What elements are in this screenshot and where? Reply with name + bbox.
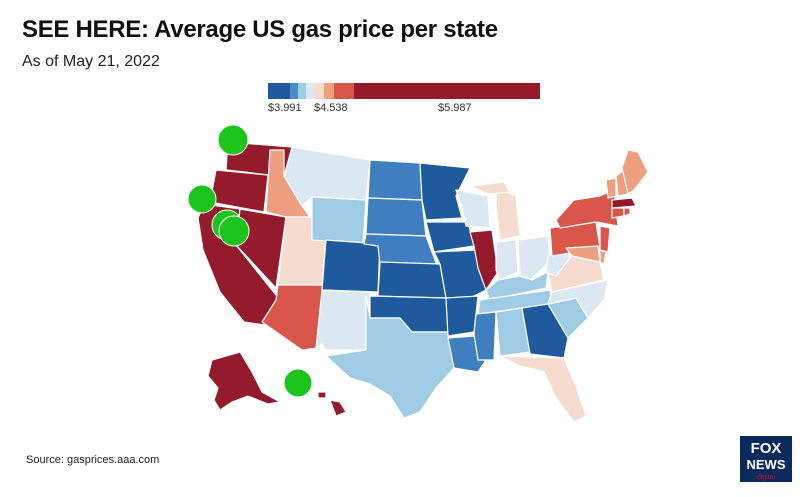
state-connecticut (611, 207, 625, 219)
state-florida (499, 355, 587, 423)
source-note: Source: gasprices.aaa.com (26, 454, 160, 466)
state-michigan-upper (469, 181, 511, 195)
state-hawaii (329, 399, 347, 417)
state-montana (283, 146, 371, 207)
state-vermont (605, 177, 617, 199)
state-michigan (495, 187, 521, 241)
state-north-carolina (547, 279, 609, 319)
state-georgia (521, 303, 569, 359)
state-arkansas (445, 295, 479, 337)
state-kansas (377, 261, 447, 299)
state-mississippi (473, 311, 497, 361)
marker-circle (187, 184, 217, 214)
marker-circle (283, 368, 313, 398)
state-alaska (207, 351, 281, 411)
legend-swatch (290, 83, 298, 99)
state-massachusetts (611, 197, 637, 209)
state-new-mexico (315, 289, 371, 351)
state-south-dakota (365, 197, 427, 237)
location-markers (187, 124, 313, 398)
legend-swatch (298, 83, 306, 99)
state-wyoming (311, 196, 367, 245)
fox-news-logo: FOX NEWS digital (740, 436, 792, 482)
logo-line-news: NEWS (747, 457, 786, 472)
state-wisconsin (455, 189, 491, 229)
legend-swatch (334, 83, 354, 99)
state-north-dakota (367, 159, 423, 201)
state-minnesota (419, 162, 471, 221)
state-new-jersey (599, 225, 611, 253)
legend-swatch (324, 83, 334, 99)
marker-circle (218, 215, 250, 247)
legend-label-low: $3.991 (268, 102, 302, 114)
legend-label-high: $5.987 (438, 102, 472, 114)
marker-circle (217, 124, 249, 156)
state-indiana (495, 239, 519, 281)
state-rhode-island (623, 207, 631, 217)
state-texas (325, 295, 455, 419)
state-ohio (517, 235, 551, 281)
logo-line-fox: FOX (751, 440, 782, 457)
chart-subtitle: As of May 21, 2022 (22, 53, 160, 70)
state-maine (621, 149, 649, 195)
chart-title: SEE HERE: Average US gas price per state (22, 16, 498, 43)
state-delaware (599, 249, 607, 265)
state-colorado (321, 239, 381, 293)
legend-labels: $3.991 $4.538 $5.987 (268, 102, 568, 116)
legend-swatch (268, 83, 290, 99)
legend-swatch (354, 83, 540, 99)
legend-swatch (314, 83, 324, 99)
legend-label-mid: $4.538 (314, 102, 348, 114)
color-legend (268, 83, 540, 99)
logo-line-digital: digital (757, 474, 776, 481)
legend-swatch (306, 83, 314, 99)
